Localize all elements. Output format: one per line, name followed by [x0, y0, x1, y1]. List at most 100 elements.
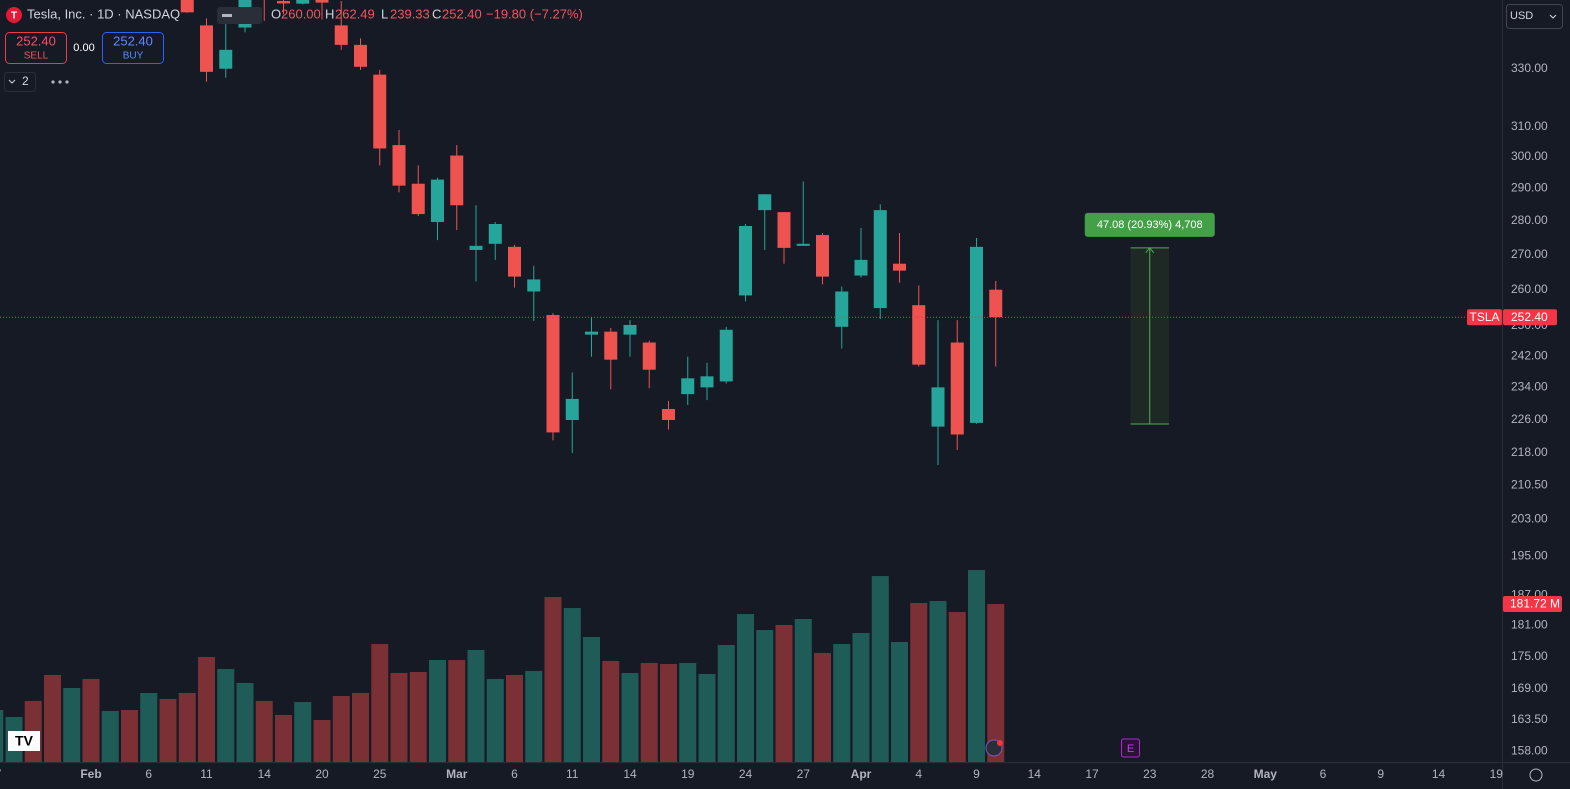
volume-bar [429, 660, 446, 762]
earnings-label: E [1127, 743, 1134, 755]
toggle[interactable] [217, 7, 262, 24]
volume-bar [121, 710, 138, 762]
more-menu[interactable] [51, 80, 69, 84]
measure-label-box [1084, 212, 1215, 237]
volume-bar [159, 698, 177, 762]
tv-logo-glyph: TV [15, 733, 34, 749]
title: Tesla, Inc. · 1D · NASDAQ [27, 6, 180, 21]
volume-bar [409, 672, 427, 762]
ohlc-value: 252.40 [442, 6, 482, 21]
x-tick-label: 23 [1143, 767, 1157, 781]
candle-body [681, 378, 695, 395]
sell-button[interactable] [5, 32, 67, 64]
axes: 330.00 310.00 300.00 290.00 280.00 270.00 260.… [0, 61, 1562, 781]
volume-bar [852, 632, 870, 762]
volume-bar [756, 630, 774, 762]
volume-bar [640, 662, 658, 762]
candle-body [854, 259, 868, 276]
x-tick-label: Feb [80, 767, 101, 781]
symbol-label: TSLA [1469, 310, 1499, 324]
volume-bar [602, 660, 620, 762]
volume-bar [198, 656, 215, 762]
volume-bar [506, 674, 523, 762]
event-dot [997, 740, 1003, 746]
candle-body [373, 74, 387, 149]
measure-arrowhead [1145, 247, 1155, 254]
ohlc-key: H [325, 6, 334, 21]
x-tick-label: 25 [373, 767, 387, 781]
y-tick-label: 210.50 [1511, 478, 1548, 492]
y-tick-label: 300.00 [1511, 149, 1548, 163]
candle-body [816, 235, 829, 277]
volume-bar [294, 702, 312, 762]
x-tick-label: 20 [315, 767, 329, 781]
x-tick-label: 6 [145, 767, 152, 781]
volume-bar [929, 600, 947, 762]
buy-button[interactable] [102, 32, 164, 64]
x-tick-label: Mar [446, 767, 468, 781]
settings[interactable] [1529, 768, 1543, 782]
y-tick-label: 226.00 [1511, 412, 1548, 426]
volume-bar [140, 692, 158, 762]
volume-bar [352, 692, 369, 762]
candle-body [662, 409, 675, 421]
x-tick-label: 11 [566, 767, 579, 781]
candle-body [334, 25, 348, 45]
candle-body [200, 25, 213, 72]
x-tick-label: 14 [258, 767, 272, 781]
y-tick-label: 175.00 [1511, 649, 1548, 663]
volume-bar [217, 668, 235, 762]
ohlc-value: 262.49 [335, 6, 375, 21]
x-tick-label: 24 [739, 767, 753, 781]
buy-price: 252.40 [113, 33, 153, 48]
volume-bar [948, 612, 966, 762]
currency: USD [1510, 10, 1533, 22]
earnings-marker [1121, 738, 1140, 758]
x-tick-label: May [1254, 767, 1278, 781]
volume-bar [871, 576, 889, 762]
volume-bar [236, 682, 254, 762]
candle-body [642, 342, 656, 370]
candle-body [912, 305, 926, 365]
volume-bar [833, 644, 851, 762]
x-tick-label: 6 [511, 767, 518, 781]
x-tick-label: 4 [915, 767, 922, 781]
logo-glyph: T [11, 11, 17, 22]
x-tick-label: 14 [623, 767, 637, 781]
x-tick-label: 14 [1432, 767, 1446, 781]
candle-body [392, 145, 406, 186]
volume-bar [717, 644, 735, 762]
candle-body [719, 329, 733, 382]
volume-bar [794, 618, 812, 762]
volume-bar [525, 670, 543, 762]
x-tick-label: 14 [1028, 767, 1042, 781]
y-tick-label: 169.00 [1511, 681, 1548, 695]
volume-bar [563, 608, 581, 762]
candle-body [835, 291, 849, 327]
candle-body [219, 49, 233, 69]
x-tick-label: 9 [973, 767, 980, 781]
measure-label: 47.08 (20.93%) 4,708 [1097, 219, 1203, 231]
volume-bar [101, 710, 119, 762]
volume-bar [82, 678, 100, 762]
volume-bar [371, 644, 389, 762]
currency-select[interactable] [1506, 4, 1563, 29]
volume-bar [332, 696, 350, 762]
volume-bar [910, 602, 928, 762]
last-price-label: 252.40 [1511, 310, 1548, 324]
candle-body [546, 315, 560, 433]
indicator-toggle[interactable] [4, 72, 36, 92]
candle-body [488, 224, 502, 244]
candle-body [469, 245, 483, 250]
volume-bar [44, 674, 61, 762]
candle-body [565, 398, 579, 421]
plot-area: 47.08 (20.93%) 4,708 E [0, 0, 1502, 762]
candle-body [931, 387, 945, 427]
y-tick-label: 234.00 [1511, 380, 1548, 394]
candle-body [315, 0, 329, 3]
logo [6, 7, 22, 23]
candle-body [623, 324, 637, 335]
volume-bar [737, 614, 754, 762]
ohlc-value: 239.33 [390, 6, 430, 21]
candle-body [354, 44, 367, 67]
